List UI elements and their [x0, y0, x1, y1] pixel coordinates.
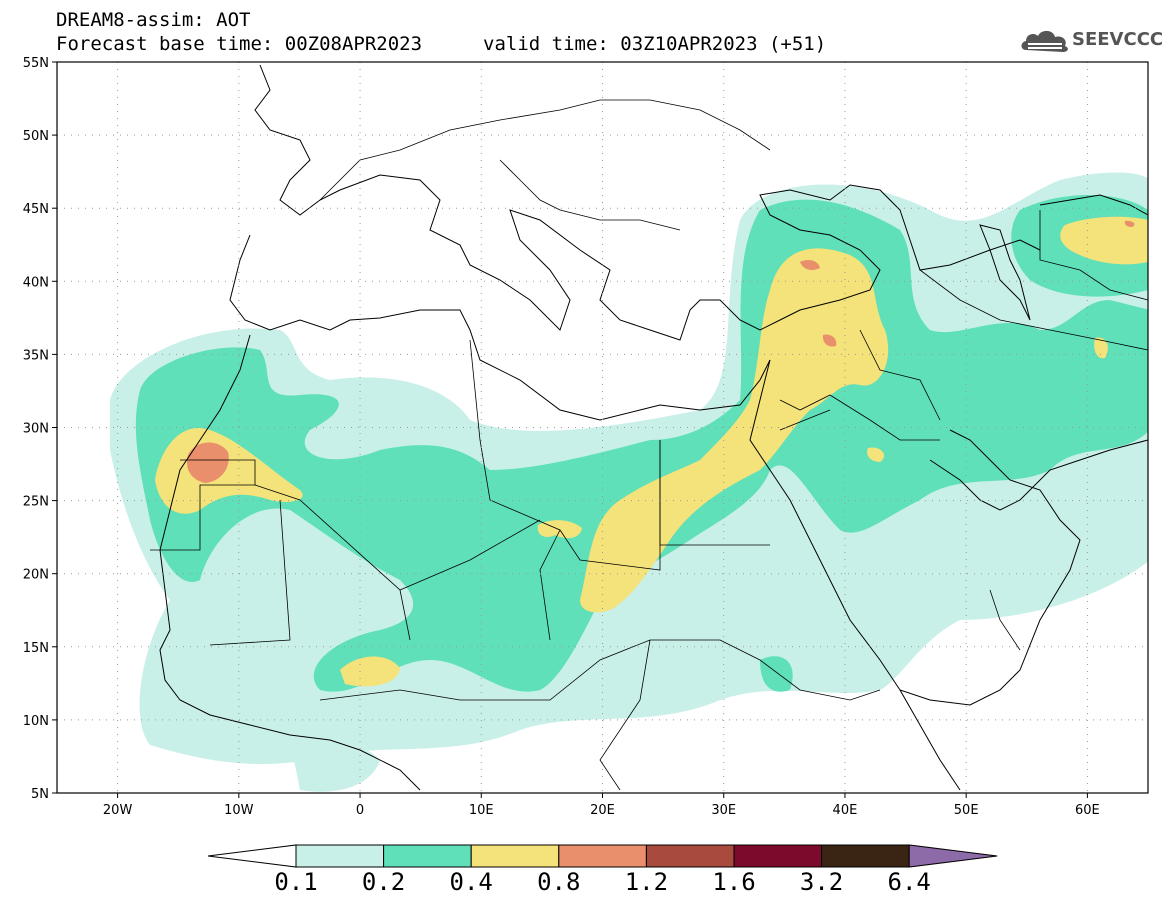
lat-label: 45N: [23, 202, 49, 217]
lat-label: 5N: [31, 787, 49, 802]
map-title: DREAM8-assim: AOT: [56, 9, 251, 31]
lon-label: 20W: [103, 803, 133, 818]
colorbar-box: [558, 844, 647, 868]
colorbar-label: 0.1: [274, 868, 317, 896]
logo-text: SEEVCCC: [1072, 29, 1164, 50]
colorbar-box: [383, 844, 472, 868]
colorbar-label: 6.4: [888, 868, 931, 896]
lat-label: 15N: [23, 641, 49, 656]
axis-ticks: [52, 61, 1088, 798]
valid-time: valid time: 03Z10APR2023 (+51): [483, 33, 827, 55]
lon-label: 60E: [1075, 803, 1100, 818]
lat-label: 25N: [23, 495, 49, 510]
lon-label: 10E: [469, 803, 494, 818]
latitude-labels: 55N 50N 45N 40N 35N 30N 25N 20N 15N 10N 5N: [23, 56, 49, 802]
colorbar: [207, 844, 998, 868]
colorbar-label: 1.2: [625, 868, 668, 896]
aot-fields: [110, 172, 1148, 792]
lon-label: 30E: [711, 803, 736, 818]
cloud-icon: [1021, 30, 1068, 52]
lat-lon-grid: [57, 62, 1148, 793]
lat-label: 30N: [23, 422, 49, 437]
colorbar-label: 0.4: [450, 868, 493, 896]
lat-label: 20N: [23, 568, 49, 583]
lat-label: 50N: [23, 129, 49, 144]
colorbar-box: [821, 844, 910, 868]
colorbar-label: 0.2: [362, 868, 405, 896]
lat-label: 35N: [23, 348, 49, 363]
colorbar-box: [295, 844, 385, 868]
lat-label: 55N: [23, 56, 49, 71]
colorbar-box: [645, 844, 735, 868]
seevccc-logo: SEEVCCC: [1018, 26, 1163, 56]
colorbar-label: 1.6: [712, 868, 755, 896]
colorbar-label: 3.2: [800, 868, 843, 896]
lon-label: 0: [356, 803, 364, 818]
lat-label: 40N: [23, 275, 49, 290]
colorbar-over-arrow: [908, 844, 998, 868]
colorbar-box: [470, 844, 560, 868]
forecast-base-time: Forecast base time: 00Z08APR2023: [56, 33, 423, 55]
lon-label: 50E: [954, 803, 979, 818]
colorbar-label: 0.8: [537, 868, 580, 896]
country-borders: [150, 99, 1148, 791]
colorbar-box: [733, 844, 823, 868]
lon-label: 40E: [833, 803, 858, 818]
aot-layer-0.8: [186, 220, 1135, 483]
lon-label: 10W: [224, 803, 254, 818]
colorbar-labels: 0.1 0.2 0.4 0.8 1.2 1.6 3.2 6.4: [274, 868, 931, 896]
colorbar-under-arrow: [207, 844, 297, 868]
lon-label: 20E: [590, 803, 615, 818]
lat-label: 10N: [23, 714, 49, 729]
longitude-labels: 20W 10W 0 10E 20E 30E 40E 50E 60E: [103, 803, 1100, 818]
coastlines: [159, 64, 1148, 791]
